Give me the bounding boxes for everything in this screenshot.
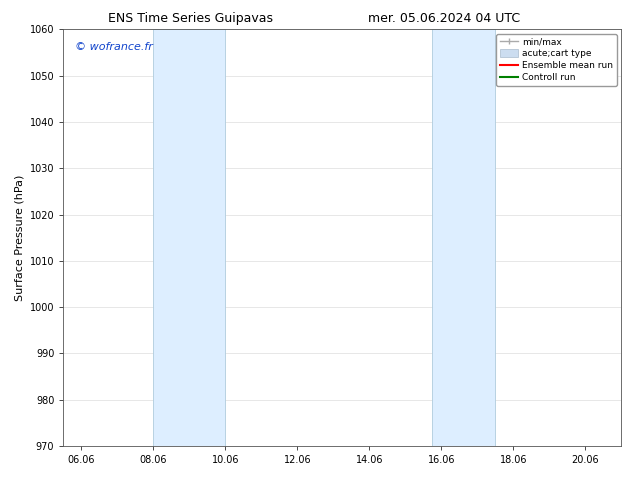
Text: ENS Time Series Guipavas: ENS Time Series Guipavas	[108, 12, 273, 25]
Y-axis label: Surface Pressure (hPa): Surface Pressure (hPa)	[14, 174, 24, 301]
Text: mer. 05.06.2024 04 UTC: mer. 05.06.2024 04 UTC	[368, 12, 520, 25]
Legend: min/max, acute;cart type, Ensemble mean run, Controll run: min/max, acute;cart type, Ensemble mean …	[496, 34, 617, 86]
Bar	[432, 29, 495, 446]
Text: © wofrance.fr: © wofrance.fr	[75, 42, 152, 52]
Bar	[153, 29, 225, 446]
